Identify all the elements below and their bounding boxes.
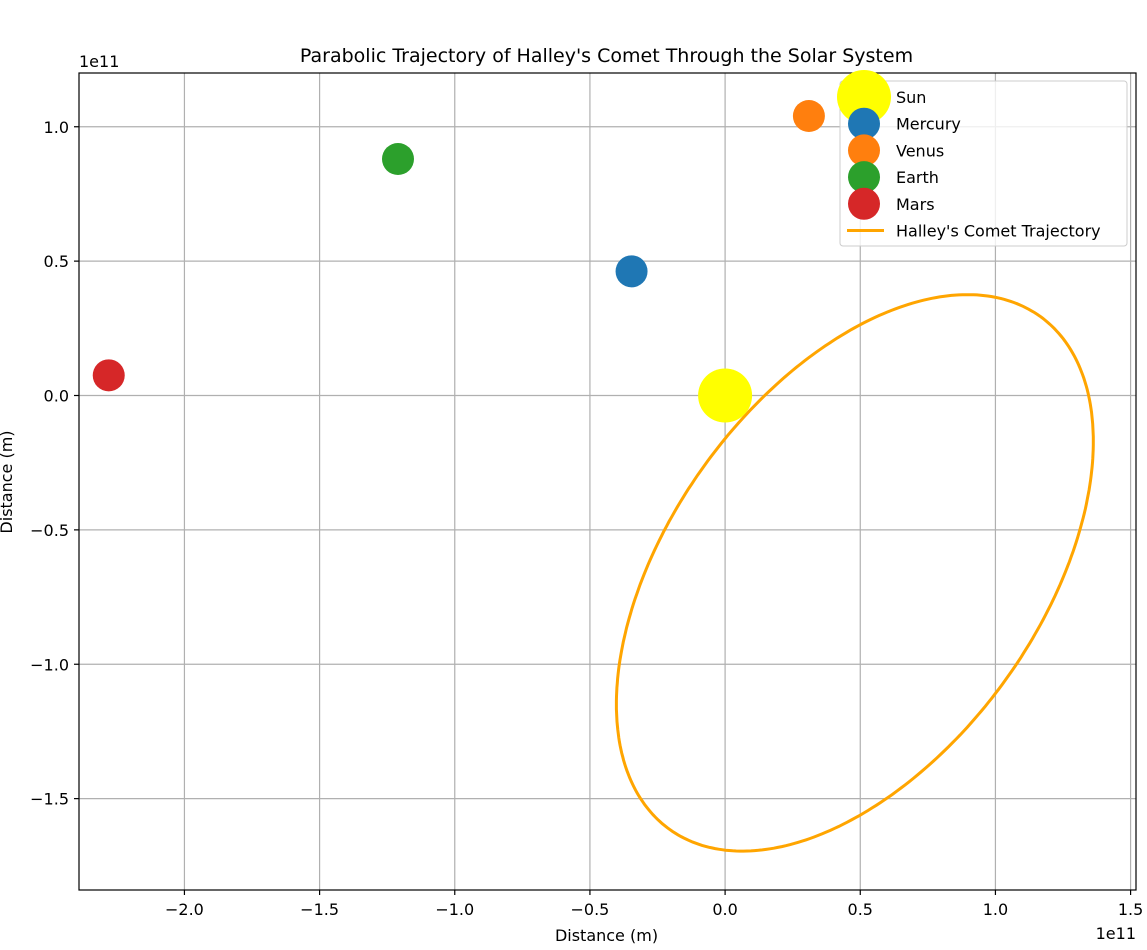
mars-point xyxy=(92,359,125,392)
legend-marker-mercury xyxy=(848,107,880,140)
x-tick-label: −2.0 xyxy=(165,900,204,919)
x-axis: −2.0 −1.5 −1.0 −0.5 0.0 0.5 1.0 1.5 xyxy=(165,890,1143,919)
legend-marker-earth xyxy=(848,161,880,194)
y-tick-label: 0.5 xyxy=(44,252,69,271)
chart-title: Parabolic Trajectory of Halley's Comet T… xyxy=(300,45,913,67)
x-tick-label: 1.5 xyxy=(1118,900,1143,919)
plot-content xyxy=(92,100,1095,853)
y-tick-label: 0.0 xyxy=(44,387,69,406)
legend-label-venus: Venus xyxy=(896,141,944,160)
legend-label-sun: Sun xyxy=(896,88,926,107)
legend-label-comet-trajectory: Halley's Comet Trajectory xyxy=(896,222,1101,241)
legend-box xyxy=(839,80,1128,247)
mercury-point xyxy=(615,255,648,288)
x-tick-label: −1.5 xyxy=(300,900,339,919)
legend: Sun Mercury Venus Earth Mars Halley's Comet T… xyxy=(837,70,1128,247)
legend-marker-mars xyxy=(848,187,880,220)
legend-marker-sun xyxy=(837,70,891,124)
y-axis-title: Distance (m) xyxy=(0,430,16,533)
x-tick-label: 1.0 xyxy=(983,900,1008,919)
comet-trajectory-line xyxy=(614,293,1095,853)
y-tick-label: 1.0 xyxy=(44,118,69,137)
y-tick-label: −1.0 xyxy=(30,655,69,674)
legend-marker-venus xyxy=(848,134,880,167)
legend-label-mars: Mars xyxy=(896,195,935,214)
y-tick-label: −1.5 xyxy=(30,790,69,809)
x-axis-title: Distance (m) xyxy=(555,926,658,945)
sun-point xyxy=(698,368,753,423)
y-axis: −1.5 −1.0 −0.5 0.0 0.5 1.0 xyxy=(30,118,79,809)
venus-point xyxy=(792,100,825,132)
legend-label-mercury: Mercury xyxy=(896,115,961,134)
x-offset-label: 1e11 xyxy=(1096,924,1136,943)
plot-frame xyxy=(78,72,1137,891)
x-tick-label: 0.5 xyxy=(848,900,873,919)
y-tick-label: −0.5 xyxy=(30,521,69,540)
earth-point xyxy=(381,143,414,175)
y-offset-label: 1e11 xyxy=(79,52,119,71)
x-tick-label: −0.5 xyxy=(570,900,609,919)
x-tick-label: −1.0 xyxy=(435,900,474,919)
legend-label-earth: Earth xyxy=(896,168,939,187)
x-tick-label: 0.0 xyxy=(712,900,737,919)
